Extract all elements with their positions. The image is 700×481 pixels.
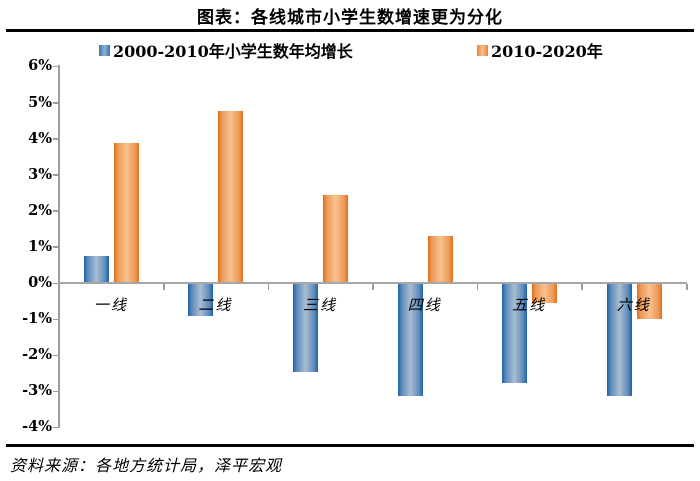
x-axis-zero-line — [58, 282, 687, 284]
y-axis-tick — [53, 174, 58, 176]
y-axis-line — [58, 65, 60, 428]
x-axis-tick — [686, 284, 688, 290]
bottom-divider — [6, 444, 694, 447]
y-axis-tick — [53, 102, 58, 104]
y-axis-tick — [53, 246, 58, 248]
bar-chart-plot-area: 6% 5% 4% 3% 2% 1% 0% -1% -2% -3% -4% 一线 二线 三线 四线 五线 六线 — [0, 57, 700, 444]
y-axis-tick — [53, 318, 58, 321]
bar-series1-一线 — [83, 255, 109, 282]
y-axis-label: -1% — [22, 310, 52, 328]
x-axis-tick — [581, 284, 583, 290]
bar-series1-二线 — [188, 284, 214, 317]
legend-item-2010-2020: 2010-2020年 — [477, 40, 603, 61]
category-label-六线: 六线 — [616, 296, 651, 314]
bar-series1-五线 — [502, 284, 528, 384]
legend-swatch-blue-icon — [99, 44, 110, 56]
y-axis-label: -2% — [22, 346, 52, 364]
x-axis-tick — [372, 284, 374, 290]
y-axis-tick — [53, 65, 58, 68]
y-axis-label: 5% — [28, 93, 52, 111]
y-axis-label: -3% — [22, 382, 52, 400]
bar-series2-一线 — [113, 143, 139, 282]
y-axis-tick — [53, 210, 58, 212]
y-axis-label: 2% — [28, 201, 52, 219]
y-axis-label: 6% — [28, 57, 52, 75]
bar-series2-二线 — [218, 110, 244, 282]
chart-title: 图表：各线城市小学生数增速更为分化 — [197, 8, 503, 28]
y-axis-label: 4% — [28, 129, 52, 147]
legend-item-2000-2010: 2000-2010年小学生数年均增长 — [99, 40, 353, 61]
bar-series2-六线 — [636, 284, 662, 320]
y-axis-tick — [53, 354, 58, 357]
category-label-二线: 二线 — [198, 296, 233, 314]
legend-label-2000-2010: 2000-2010年小学生数年均增长 — [113, 42, 353, 61]
bar-series2-五线 — [532, 284, 558, 304]
y-axis-label: 3% — [28, 165, 52, 183]
top-divider — [6, 29, 694, 32]
x-axis-tick — [267, 284, 270, 290]
y-axis-label: 0% — [28, 274, 52, 291]
x-axis-tick — [58, 284, 61, 290]
legend-label-2010-2020: 2010-2020年 — [491, 42, 603, 61]
bar-series1-三线 — [293, 284, 319, 373]
legend-swatch-orange-icon — [477, 44, 488, 56]
y-axis-label: -4% — [22, 418, 52, 436]
bar-series2-三线 — [323, 195, 349, 282]
y-axis-tick — [53, 426, 58, 429]
y-axis-tick — [53, 390, 58, 393]
category-label-四线: 四线 — [407, 296, 442, 314]
x-axis-tick — [476, 284, 479, 290]
y-axis-tick — [53, 138, 58, 140]
bar-series1-六线 — [606, 284, 632, 396]
x-axis-tick — [163, 284, 165, 290]
category-label-三线: 三线 — [303, 296, 338, 314]
source-note: 资料来源：各地方统计局，泽平宏观 — [10, 456, 283, 475]
category-label-一线: 一线 — [93, 296, 128, 314]
bar-series2-四线 — [427, 236, 453, 282]
bar-series1-四线 — [397, 284, 423, 396]
category-label-五线: 五线 — [512, 296, 547, 314]
y-axis-tick — [53, 282, 58, 284]
y-axis-label: 1% — [28, 237, 52, 255]
